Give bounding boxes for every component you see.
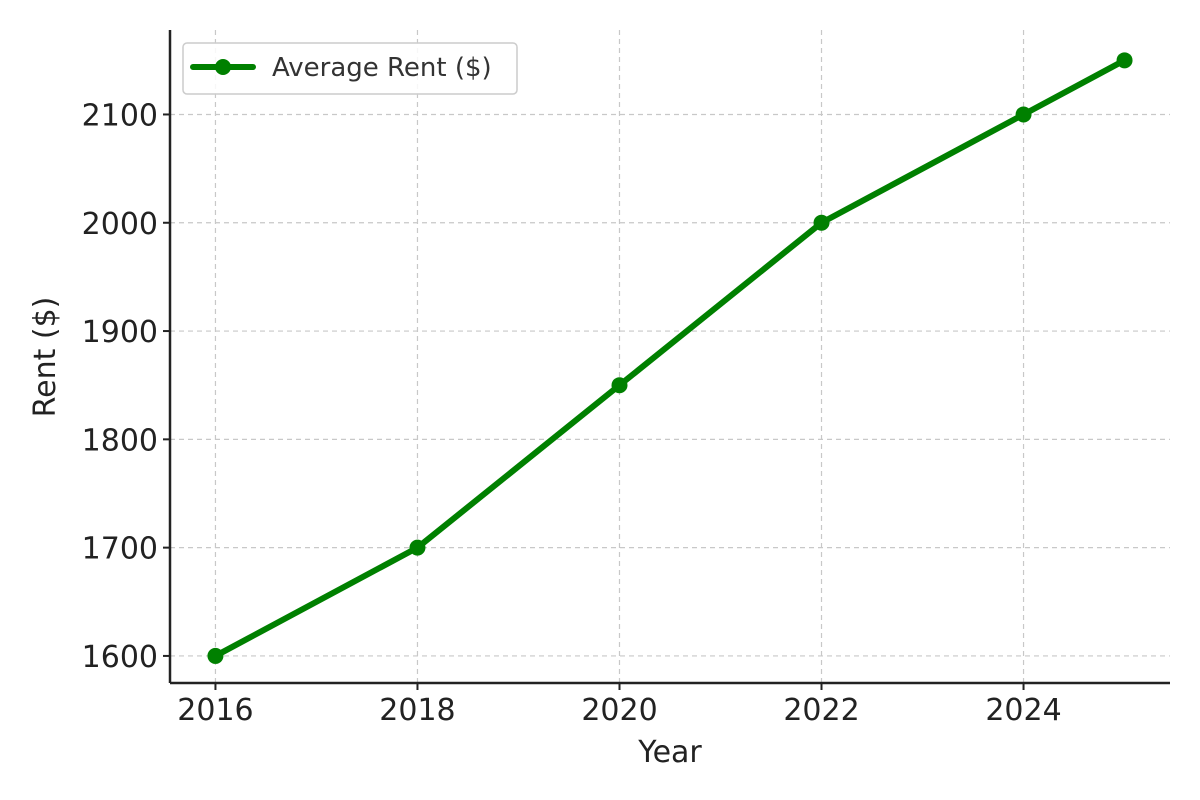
y-ticks: 1600 1700 1800 1900 2000 2100 — [82, 98, 170, 675]
data-point-marker — [1015, 106, 1032, 123]
x-ticks: 2016 2018 2020 2022 2024 — [177, 683, 1062, 728]
y-tick-label: 1600 — [82, 640, 158, 675]
series-line — [212, 57, 1128, 659]
data-point-marker — [611, 377, 628, 394]
y-tick-label: 2100 — [82, 98, 158, 133]
y-tick-label: 1700 — [82, 532, 158, 567]
x-tick-label: 2018 — [379, 693, 455, 728]
x-axis-title: Year — [637, 735, 702, 770]
x-tick-label: 2022 — [783, 693, 859, 728]
data-point-marker — [813, 214, 830, 231]
legend-label: Average Rent ($) — [272, 53, 492, 83]
data-point-marker — [207, 647, 224, 664]
legend-marker-swatch — [215, 59, 231, 75]
data-point-marker — [1116, 52, 1133, 69]
legend-box — [182, 42, 518, 95]
y-tick-label: 1800 — [82, 423, 158, 458]
series-layer — [207, 52, 1133, 664]
x-tick-label: 2024 — [985, 693, 1061, 728]
y-axis-title: Rent ($) — [28, 297, 63, 418]
x-tick-label: 2016 — [177, 693, 253, 728]
x-tick-label: 2020 — [581, 693, 657, 728]
y-tick-label: 2000 — [82, 207, 158, 242]
data-point-marker — [409, 539, 426, 556]
grid — [170, 30, 1170, 683]
y-tick-label: 1900 — [82, 315, 158, 350]
legend: Average Rent ($) — [182, 42, 518, 95]
axes — [168, 30, 1170, 685]
